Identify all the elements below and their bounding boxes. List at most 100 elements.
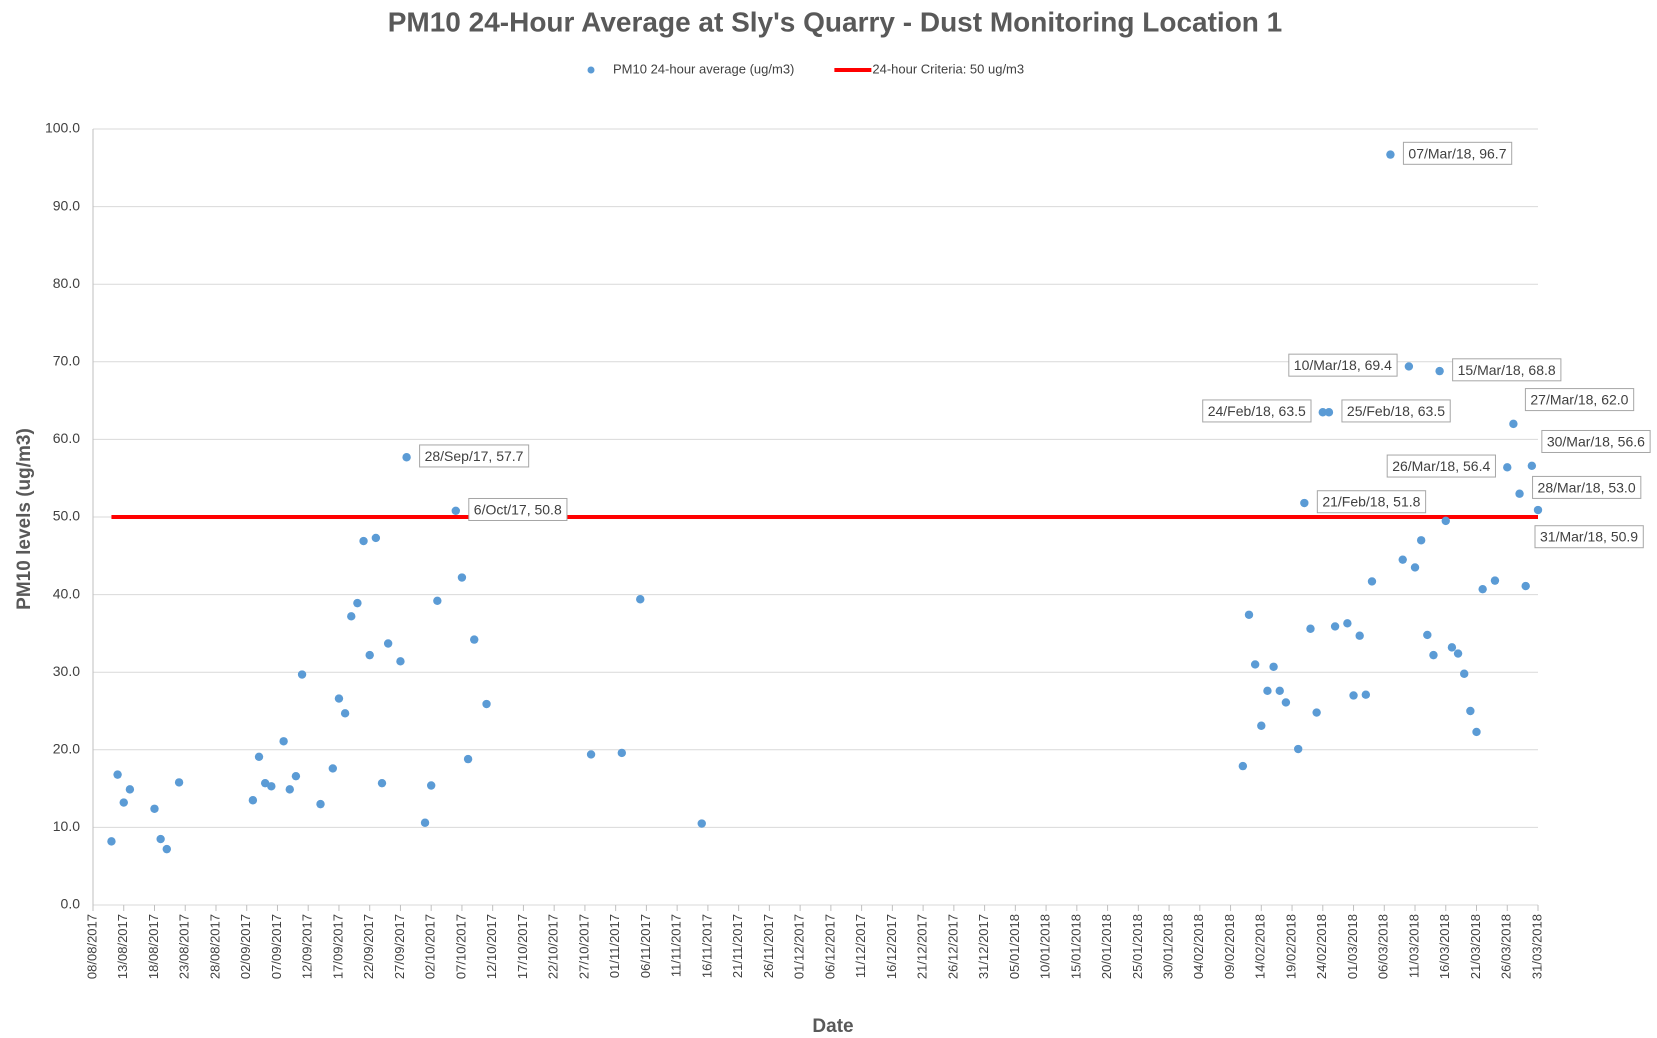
data-label: 6/Oct/17, 50.8 xyxy=(474,501,562,517)
y-tick-label: 20.0 xyxy=(53,741,80,757)
y-tick-label: 60.0 xyxy=(53,430,80,446)
data-point xyxy=(248,796,258,805)
x-tick-label: 01/12/2017 xyxy=(792,914,807,979)
x-tick-label: 11/12/2017 xyxy=(853,914,868,978)
data-point xyxy=(1275,686,1284,696)
data-point xyxy=(1398,555,1407,564)
x-tick-label: 09/02/2018 xyxy=(1222,914,1237,979)
data-point xyxy=(1244,610,1254,619)
data-point xyxy=(1293,744,1303,754)
data-point xyxy=(1367,577,1377,586)
data-point xyxy=(617,748,627,758)
data-label: 21/Feb/18, 51.8 xyxy=(1322,494,1420,510)
data-point xyxy=(119,798,128,807)
x-tick-label: 01/11/2017 xyxy=(607,914,622,978)
data-point xyxy=(371,533,381,543)
y-axis-title: PM10 levels (ug/m3) xyxy=(14,428,35,610)
data-point xyxy=(316,799,325,809)
data-point xyxy=(1490,576,1500,585)
x-tick-label: 23/08/2017 xyxy=(177,914,192,979)
data-point xyxy=(470,635,479,644)
data-point xyxy=(340,709,350,718)
data-point xyxy=(1281,698,1291,707)
data-point xyxy=(174,778,184,787)
x-tick-label: 16/03/2018 xyxy=(1437,914,1452,979)
x-tick-label: 24/02/2018 xyxy=(1314,914,1329,979)
x-tick-label: 06/12/2017 xyxy=(822,914,837,979)
data-point xyxy=(1410,563,1420,572)
y-tick-label: 30.0 xyxy=(53,663,80,679)
data-point xyxy=(1416,536,1426,545)
x-tick-label: 07/09/2017 xyxy=(269,914,284,979)
x-tick-label: 12/10/2017 xyxy=(484,914,499,979)
x-tick-label: 11/11/2017 xyxy=(669,914,684,977)
x-tick-label: 18/08/2017 xyxy=(146,914,161,979)
x-tick-label: 25/01/2018 xyxy=(1130,914,1145,979)
x-tick-label: 06/11/2017 xyxy=(638,914,653,978)
data-point xyxy=(1343,619,1352,628)
x-tick-label: 11/03/2018 xyxy=(1406,914,1421,978)
data-point xyxy=(457,573,467,582)
data-point xyxy=(285,785,294,794)
x-tick-label: 30/01/2018 xyxy=(1161,914,1176,979)
data-point xyxy=(1324,408,1334,417)
data-label-box xyxy=(1386,454,1496,478)
data-point xyxy=(402,453,411,462)
data-label: 07/Mar/18, 96.7 xyxy=(1408,145,1506,161)
data-point xyxy=(1521,581,1530,591)
y-tick-label: 100.0 xyxy=(45,120,80,136)
data-point xyxy=(1263,686,1272,696)
x-tick-label: 27/10/2017 xyxy=(576,914,591,979)
y-tick-label: 70.0 xyxy=(53,353,80,369)
x-tick-label: 21/03/2018 xyxy=(1468,914,1483,979)
y-tick-label: 90.0 xyxy=(53,197,80,213)
data-label-box xyxy=(419,444,530,468)
x-tick-label: 02/10/2017 xyxy=(423,914,438,979)
data-label: 24/Feb/18, 63.5 xyxy=(1208,403,1306,419)
x-tick-label: 26/11/2017 xyxy=(761,914,776,978)
data-point xyxy=(1312,708,1321,717)
x-tick-label: 14/02/2018 xyxy=(1253,914,1268,979)
x-tick-label: 31/12/2017 xyxy=(976,914,991,979)
data-point xyxy=(1478,584,1487,594)
y-tick-label: 0.0 xyxy=(61,896,81,912)
data-point xyxy=(1349,691,1358,700)
data-point xyxy=(1527,461,1537,470)
data-label: 30/Mar/18, 56.6 xyxy=(1547,433,1645,449)
x-tick-label: 16/12/2017 xyxy=(884,914,899,979)
data-label-box xyxy=(1402,141,1513,165)
x-tick-label: 12/09/2017 xyxy=(300,914,315,979)
data-point xyxy=(1257,721,1266,730)
data-point xyxy=(1533,505,1543,515)
x-tick-label: 05/01/2018 xyxy=(1007,914,1022,979)
data-point xyxy=(1318,408,1327,417)
data-label: 15/Mar/18, 68.8 xyxy=(1458,362,1556,378)
data-point xyxy=(377,778,387,788)
data-label: 31/Mar/18, 50.9 xyxy=(1540,529,1638,545)
y-tick-label: 50.0 xyxy=(53,508,80,524)
x-tick-label: 10/01/2018 xyxy=(1038,914,1053,979)
data-point xyxy=(426,781,436,790)
x-tick-label: 16/11/2017 xyxy=(699,914,714,978)
x-tick-label: 17/10/2017 xyxy=(515,914,530,979)
data-point xyxy=(383,639,393,648)
data-point xyxy=(297,670,307,679)
data-point xyxy=(1250,660,1260,669)
data-point xyxy=(1404,362,1414,371)
x-tick-label: 19/02/2018 xyxy=(1283,914,1298,979)
data-point xyxy=(156,834,165,844)
data-point xyxy=(463,754,473,764)
x-axis-title: Date xyxy=(812,1016,853,1037)
data-point xyxy=(1423,630,1432,640)
data-point xyxy=(353,598,362,608)
data-point xyxy=(697,819,706,828)
data-point xyxy=(107,837,116,846)
x-tick-label: 06/03/2018 xyxy=(1376,914,1391,979)
data-point xyxy=(365,650,374,660)
x-tick-label: 20/01/2018 xyxy=(1099,914,1114,979)
data-point xyxy=(586,750,596,759)
x-tick-label: 04/02/2018 xyxy=(1191,914,1206,979)
data-label: 28/Sep/17, 57.7 xyxy=(425,448,524,464)
